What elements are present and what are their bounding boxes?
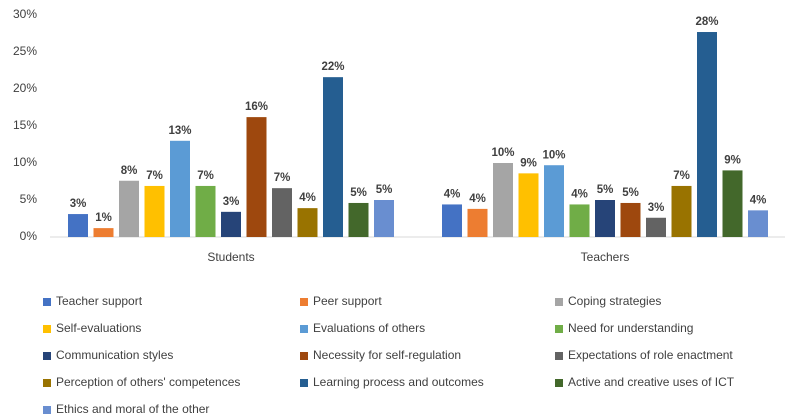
- bar: [544, 165, 564, 237]
- legend-swatch: [43, 406, 51, 414]
- bar: [493, 163, 513, 237]
- bar: [374, 200, 394, 237]
- x-tick-label: Students: [207, 250, 254, 264]
- legend-swatch: [43, 298, 51, 306]
- value-label: 7%: [197, 170, 214, 182]
- legend-swatch: [555, 325, 563, 333]
- bar: [646, 217, 666, 237]
- bar: [195, 185, 216, 237]
- bar: [246, 117, 267, 237]
- legend-swatch: [43, 325, 51, 333]
- value-label: 5%: [622, 187, 639, 199]
- legend-swatch: [300, 325, 308, 333]
- bar: [697, 32, 717, 237]
- value-label: 3%: [223, 196, 240, 208]
- y-tick-label: 25%: [13, 44, 37, 58]
- value-label: 13%: [168, 125, 191, 137]
- bar: [93, 228, 114, 237]
- legend-label: Evaluations of others: [313, 321, 425, 335]
- value-label: 3%: [70, 198, 87, 210]
- bar: [467, 208, 488, 237]
- value-label: 22%: [321, 61, 344, 73]
- bar: [297, 208, 318, 237]
- legend-swatch: [555, 352, 563, 360]
- value-label: 4%: [444, 188, 461, 200]
- legend-label: Learning process and outcomes: [313, 375, 484, 389]
- legend-swatch: [555, 298, 563, 306]
- bar: [68, 214, 88, 237]
- value-label: 28%: [695, 16, 718, 28]
- bar: [518, 173, 539, 237]
- value-label: 9%: [724, 154, 741, 166]
- legend-swatch: [300, 298, 308, 306]
- value-label: 5%: [376, 184, 393, 196]
- bar: [272, 188, 292, 237]
- value-label: 4%: [299, 192, 316, 204]
- value-label: 8%: [121, 165, 138, 177]
- y-tick-label: 10%: [13, 155, 37, 169]
- value-label: 7%: [146, 170, 163, 182]
- bar: [620, 202, 641, 237]
- bar: [442, 204, 462, 237]
- value-label: 1%: [95, 212, 112, 224]
- value-label: 7%: [673, 170, 690, 182]
- y-tick-label: 5%: [20, 192, 38, 206]
- value-label: 7%: [274, 172, 291, 184]
- legend-swatch: [300, 379, 308, 387]
- bar: [748, 210, 768, 237]
- bar: [170, 140, 190, 237]
- bar: [671, 185, 692, 237]
- bar: [119, 180, 139, 237]
- bar: [722, 170, 743, 237]
- legend-label: Ethics and moral of the other: [56, 402, 209, 416]
- legend-label: Communication styles: [56, 348, 173, 362]
- legend-label: Self-evaluations: [56, 321, 141, 335]
- value-label: 10%: [542, 149, 565, 161]
- value-label: 9%: [520, 157, 537, 169]
- legend-swatch: [555, 379, 563, 387]
- legend-label: Peer support: [313, 294, 382, 308]
- bar: [348, 202, 369, 237]
- y-tick-label: 20%: [13, 81, 37, 95]
- bar: [144, 185, 165, 237]
- legend-label: Need for understanding: [568, 321, 693, 335]
- y-tick-label: 15%: [13, 118, 37, 132]
- bar: [323, 77, 343, 237]
- legend-label: Active and creative uses of ICT: [568, 375, 735, 389]
- legend-swatch: [43, 352, 51, 360]
- legend-label: Necessity for self-regulation: [313, 348, 461, 362]
- legend-label: Expectations of role enactment: [568, 348, 733, 362]
- value-label: 10%: [491, 147, 514, 159]
- bar: [595, 200, 615, 237]
- legend-label: Perception of others' competences: [56, 375, 240, 389]
- value-label: 5%: [350, 187, 367, 199]
- value-label: 4%: [469, 193, 486, 205]
- y-tick-label: 30%: [13, 7, 37, 21]
- legend-label: Teacher support: [56, 294, 143, 308]
- value-label: 16%: [245, 101, 268, 113]
- value-label: 4%: [571, 188, 588, 200]
- value-label: 4%: [750, 194, 767, 206]
- y-tick-label: 0%: [20, 229, 38, 243]
- bar: [221, 211, 241, 237]
- x-tick-label: Teachers: [581, 250, 630, 264]
- value-label: 3%: [648, 202, 665, 214]
- legend-label: Coping strategies: [568, 294, 661, 308]
- legend-swatch: [43, 379, 51, 387]
- legend-swatch: [300, 352, 308, 360]
- value-label: 5%: [597, 184, 614, 196]
- bar: [569, 204, 590, 237]
